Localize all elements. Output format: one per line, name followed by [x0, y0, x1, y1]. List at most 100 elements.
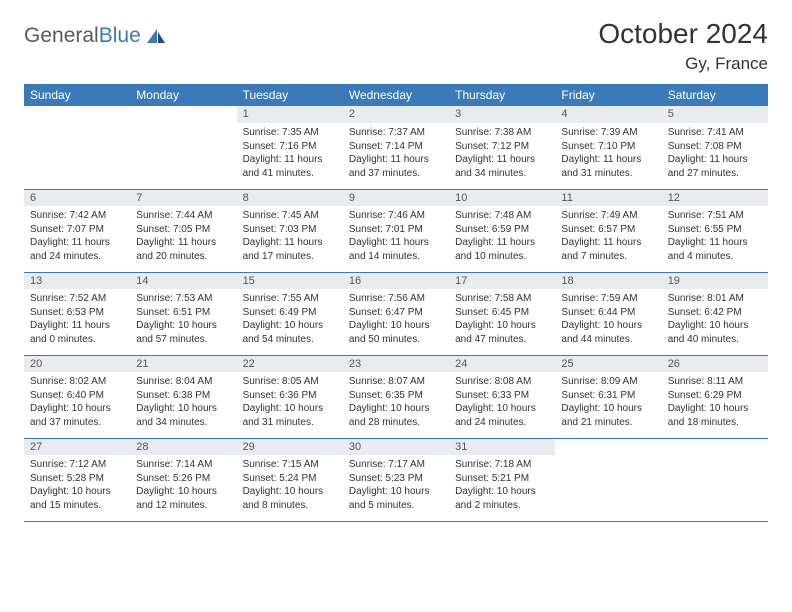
- day-ss: Sunset: 5:26 PM: [136, 472, 230, 486]
- day-content-cell: Sunrise: 8:01 AMSunset: 6:42 PMDaylight:…: [662, 289, 768, 355]
- day-header: Thursday: [449, 84, 555, 106]
- day-ss: Sunset: 6:38 PM: [136, 389, 230, 403]
- day-number-cell: 26: [662, 355, 768, 372]
- day-sr: Sunrise: 7:58 AM: [455, 292, 549, 306]
- day-content-cell: Sunrise: 7:58 AMSunset: 6:45 PMDaylight:…: [449, 289, 555, 355]
- day-d1: Daylight: 11 hours: [668, 236, 762, 250]
- day-ss: Sunset: 7:08 PM: [668, 140, 762, 154]
- day-d2: and 8 minutes.: [243, 499, 337, 513]
- day-ss: Sunset: 5:24 PM: [243, 472, 337, 486]
- day-d1: Daylight: 11 hours: [136, 236, 230, 250]
- day-content-cell: Sunrise: 8:04 AMSunset: 6:38 PMDaylight:…: [130, 372, 236, 438]
- day-sr: Sunrise: 8:08 AM: [455, 375, 549, 389]
- day-number-cell: 19: [662, 272, 768, 289]
- day-d2: and 17 minutes.: [243, 250, 337, 264]
- day-content-cell: Sunrise: 7:48 AMSunset: 6:59 PMDaylight:…: [449, 206, 555, 272]
- day-sr: Sunrise: 7:59 AM: [561, 292, 655, 306]
- calendar-body: 12345Sunrise: 7:35 AMSunset: 7:16 PMDayl…: [24, 106, 768, 521]
- day-content-cell: Sunrise: 7:56 AMSunset: 6:47 PMDaylight:…: [343, 289, 449, 355]
- calendar-header-row: SundayMondayTuesdayWednesdayThursdayFrid…: [24, 84, 768, 106]
- day-content-cell: Sunrise: 7:55 AMSunset: 6:49 PMDaylight:…: [237, 289, 343, 355]
- day-d2: and 50 minutes.: [349, 333, 443, 347]
- day-content-cell: Sunrise: 8:07 AMSunset: 6:35 PMDaylight:…: [343, 372, 449, 438]
- day-ss: Sunset: 6:42 PM: [668, 306, 762, 320]
- day-d2: and 37 minutes.: [349, 167, 443, 181]
- day-content-cell: Sunrise: 8:02 AMSunset: 6:40 PMDaylight:…: [24, 372, 130, 438]
- day-number-cell: 7: [130, 189, 236, 206]
- day-content-cell: Sunrise: 7:35 AMSunset: 7:16 PMDaylight:…: [237, 123, 343, 189]
- day-sr: Sunrise: 8:11 AM: [668, 375, 762, 389]
- day-ss: Sunset: 5:21 PM: [455, 472, 549, 486]
- day-sr: Sunrise: 7:39 AM: [561, 126, 655, 140]
- day-d2: and 40 minutes.: [668, 333, 762, 347]
- day-content-cell: Sunrise: 7:45 AMSunset: 7:03 PMDaylight:…: [237, 206, 343, 272]
- day-d1: Daylight: 10 hours: [136, 319, 230, 333]
- day-header: Saturday: [662, 84, 768, 106]
- day-d1: Daylight: 10 hours: [30, 402, 124, 416]
- day-ss: Sunset: 6:55 PM: [668, 223, 762, 237]
- day-d2: and 12 minutes.: [136, 499, 230, 513]
- brand-blue: Blue: [99, 24, 141, 47]
- day-d2: and 2 minutes.: [455, 499, 549, 513]
- day-d2: and 0 minutes.: [30, 333, 124, 347]
- day-ss: Sunset: 5:28 PM: [30, 472, 124, 486]
- day-content-cell: Sunrise: 7:14 AMSunset: 5:26 PMDaylight:…: [130, 455, 236, 521]
- day-number-row: 2728293031: [24, 438, 768, 455]
- day-ss: Sunset: 6:57 PM: [561, 223, 655, 237]
- day-d1: Daylight: 10 hours: [349, 485, 443, 499]
- day-number-cell: 21: [130, 355, 236, 372]
- day-ss: Sunset: 6:51 PM: [136, 306, 230, 320]
- day-d1: Daylight: 11 hours: [243, 153, 337, 167]
- day-number-row: 13141516171819: [24, 272, 768, 289]
- day-content-cell: Sunrise: 8:09 AMSunset: 6:31 PMDaylight:…: [555, 372, 661, 438]
- day-d2: and 44 minutes.: [561, 333, 655, 347]
- day-sr: Sunrise: 7:46 AM: [349, 209, 443, 223]
- day-number-cell: 12: [662, 189, 768, 206]
- day-ss: Sunset: 6:53 PM: [30, 306, 124, 320]
- day-content-cell: Sunrise: 7:12 AMSunset: 5:28 PMDaylight:…: [24, 455, 130, 521]
- day-content-cell: Sunrise: 7:38 AMSunset: 7:12 PMDaylight:…: [449, 123, 555, 189]
- day-d2: and 21 minutes.: [561, 416, 655, 430]
- day-d1: Daylight: 11 hours: [455, 153, 549, 167]
- day-d1: Daylight: 10 hours: [668, 402, 762, 416]
- page-header: GeneralBlue October 2024 Gy, France: [24, 18, 768, 74]
- day-sr: Sunrise: 7:37 AM: [349, 126, 443, 140]
- day-d1: Daylight: 11 hours: [30, 236, 124, 250]
- day-number-cell: 8: [237, 189, 343, 206]
- day-sr: Sunrise: 8:05 AM: [243, 375, 337, 389]
- day-ss: Sunset: 7:14 PM: [349, 140, 443, 154]
- day-content-cell: Sunrise: 7:51 AMSunset: 6:55 PMDaylight:…: [662, 206, 768, 272]
- day-number-cell: [555, 438, 661, 455]
- day-number-cell: 4: [555, 106, 661, 123]
- calendar-table: SundayMondayTuesdayWednesdayThursdayFrid…: [24, 84, 768, 522]
- day-d2: and 31 minutes.: [561, 167, 655, 181]
- day-sr: Sunrise: 7:49 AM: [561, 209, 655, 223]
- day-number-cell: 27: [24, 438, 130, 455]
- day-content-cell: Sunrise: 7:17 AMSunset: 5:23 PMDaylight:…: [343, 455, 449, 521]
- day-d2: and 57 minutes.: [136, 333, 230, 347]
- day-ss: Sunset: 6:36 PM: [243, 389, 337, 403]
- day-d1: Daylight: 10 hours: [349, 402, 443, 416]
- day-d2: and 24 minutes.: [30, 250, 124, 264]
- day-ss: Sunset: 6:44 PM: [561, 306, 655, 320]
- day-d2: and 5 minutes.: [349, 499, 443, 513]
- day-sr: Sunrise: 8:09 AM: [561, 375, 655, 389]
- day-sr: Sunrise: 7:56 AM: [349, 292, 443, 306]
- day-number-cell: 31: [449, 438, 555, 455]
- day-content-cell: Sunrise: 7:18 AMSunset: 5:21 PMDaylight:…: [449, 455, 555, 521]
- day-sr: Sunrise: 7:18 AM: [455, 458, 549, 472]
- day-number-cell: 16: [343, 272, 449, 289]
- day-number-cell: [24, 106, 130, 123]
- day-sr: Sunrise: 8:07 AM: [349, 375, 443, 389]
- day-ss: Sunset: 6:31 PM: [561, 389, 655, 403]
- day-d1: Daylight: 10 hours: [30, 485, 124, 499]
- day-d1: Daylight: 11 hours: [668, 153, 762, 167]
- day-sr: Sunrise: 7:48 AM: [455, 209, 549, 223]
- day-d1: Daylight: 10 hours: [349, 319, 443, 333]
- day-content-cell: [662, 455, 768, 521]
- day-sr: Sunrise: 8:01 AM: [668, 292, 762, 306]
- day-content-cell: Sunrise: 7:37 AMSunset: 7:14 PMDaylight:…: [343, 123, 449, 189]
- day-number-cell: [130, 106, 236, 123]
- day-content-row: Sunrise: 7:35 AMSunset: 7:16 PMDaylight:…: [24, 123, 768, 189]
- day-ss: Sunset: 6:47 PM: [349, 306, 443, 320]
